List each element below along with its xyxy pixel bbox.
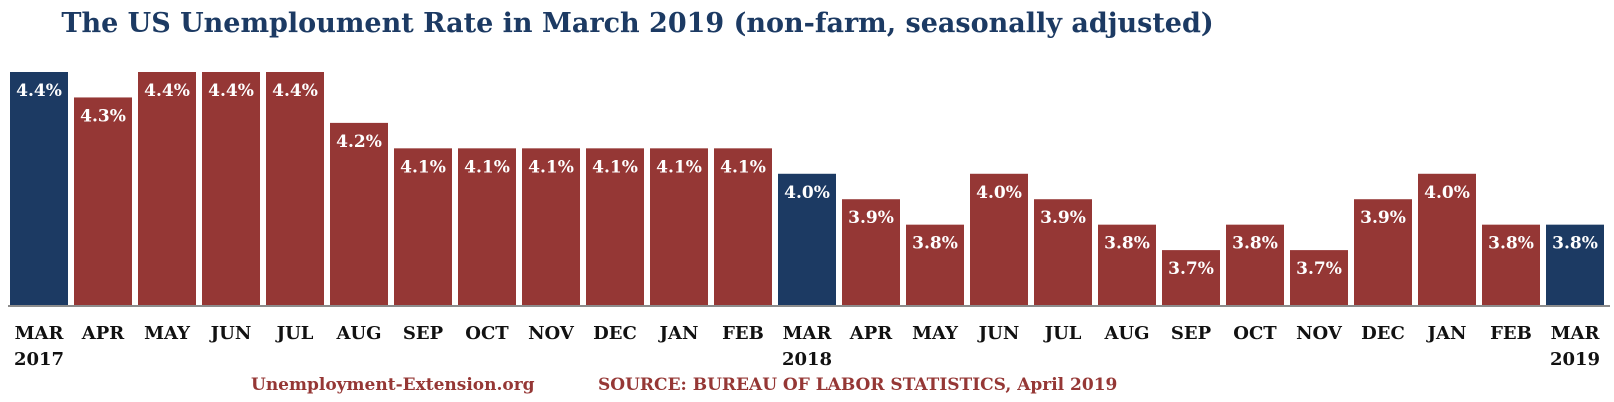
x-tick-label-2: MAY xyxy=(144,323,191,344)
data-label-18: 3.7% xyxy=(1168,259,1214,279)
bar-11 xyxy=(714,148,772,305)
bar-19 xyxy=(1226,224,1284,305)
x-tick-label-8: NOV xyxy=(528,323,575,344)
bar-9 xyxy=(586,148,644,305)
x-tick-year-12: 2018 xyxy=(782,349,832,370)
x-tick-label-12: MAR xyxy=(783,323,833,344)
x-tick-label-5: AUG xyxy=(335,323,381,344)
data-label-15: 4.0% xyxy=(976,183,1022,203)
bar-13 xyxy=(842,199,900,305)
bar-2 xyxy=(138,72,196,305)
bar-5 xyxy=(330,122,388,305)
data-label-1: 4.3% xyxy=(80,106,126,126)
x-tick-label-11: FEB xyxy=(722,323,764,344)
x-tick-label-15: JUN xyxy=(977,323,1020,344)
bar-8 xyxy=(522,148,580,305)
data-label-16: 3.9% xyxy=(1040,208,1086,228)
x-tick-label-16: JUL xyxy=(1043,323,1082,344)
x-tick-label-14: MAY xyxy=(912,323,959,344)
data-label-6: 4.1% xyxy=(400,157,446,177)
bar-14 xyxy=(906,224,964,305)
tick-labels-group: MAR 2017 APR MAY JUN JUL AUG SEP OCT NOV DEC JAN FEB… xyxy=(14,323,1601,370)
data-label-24: 3.8% xyxy=(1552,234,1598,254)
x-tick-label-23: FEB xyxy=(1490,323,1532,344)
x-tick-label-19: OCT xyxy=(1233,323,1277,344)
bar-16 xyxy=(1034,199,1092,305)
x-tick-label-7: OCT xyxy=(465,323,509,344)
bar-22 xyxy=(1418,173,1476,305)
x-tick-label-6: SEP xyxy=(403,323,444,344)
data-label-9: 4.1% xyxy=(592,157,638,177)
bar-24 xyxy=(1546,224,1604,305)
data-label-21: 3.9% xyxy=(1360,208,1406,228)
bar-20 xyxy=(1290,250,1348,305)
x-tick-label-9: DEC xyxy=(593,323,637,344)
x-tick-label-17: AUG xyxy=(1103,323,1149,344)
bar-12 xyxy=(778,173,836,305)
bar-3 xyxy=(202,72,260,305)
bar-21 xyxy=(1354,199,1412,305)
x-tick-label-20: NOV xyxy=(1296,323,1343,344)
bar-17 xyxy=(1098,224,1156,305)
data-label-10: 4.1% xyxy=(656,157,702,177)
x-tick-year-24: 2019 xyxy=(1550,349,1600,370)
chart-title: The US Unemploument Rate in March 2019 (… xyxy=(61,8,1214,39)
data-label-5: 4.2% xyxy=(336,132,382,152)
data-label-12: 4.0% xyxy=(784,183,830,203)
bar-6 xyxy=(394,148,452,305)
x-tick-label-10: JAN xyxy=(658,323,699,344)
bar-4 xyxy=(266,72,324,305)
data-label-20: 3.7% xyxy=(1296,259,1342,279)
data-label-19: 3.8% xyxy=(1232,234,1278,254)
data-label-22: 4.0% xyxy=(1424,183,1470,203)
x-tick-label-18: SEP xyxy=(1171,323,1212,344)
data-label-7: 4.1% xyxy=(464,157,510,177)
x-tick-label-3: JUN xyxy=(209,323,252,344)
x-tick-label-24: MAR xyxy=(1551,323,1601,344)
x-tick-label-1: APR xyxy=(81,323,126,344)
data-label-11: 4.1% xyxy=(720,157,766,177)
bar-1 xyxy=(74,97,132,305)
bar-10 xyxy=(650,148,708,305)
bar-0 xyxy=(10,72,68,305)
x-tick-label-4: JUL xyxy=(275,323,314,344)
data-label-8: 4.1% xyxy=(528,157,574,177)
footer-source-credit: SOURCE: BUREAU OF LABOR STATISTICS, Apri… xyxy=(598,375,1118,395)
data-label-14: 3.8% xyxy=(912,234,958,254)
x-tick-label-13: APR xyxy=(849,323,894,344)
footer-site-credit: Unemployment-Extension.org xyxy=(251,375,535,395)
data-label-0: 4.4% xyxy=(16,81,62,101)
bar-23 xyxy=(1482,224,1540,305)
data-label-13: 3.9% xyxy=(848,208,894,228)
x-tick-year-0: 2017 xyxy=(14,349,64,370)
x-tick-label-21: DEC xyxy=(1361,323,1405,344)
data-label-4: 4.4% xyxy=(272,81,318,101)
data-label-3: 4.4% xyxy=(208,81,254,101)
x-tick-label-0: MAR xyxy=(15,323,65,344)
bar-18 xyxy=(1162,250,1220,305)
x-tick-label-22: JAN xyxy=(1426,323,1467,344)
bars-group: 4.4% 4.3% 4.4% 4.4% 4.4% 4.2% 4.1% 4.1% 4.1% 4.1%… xyxy=(10,72,1604,305)
data-label-17: 3.8% xyxy=(1104,234,1150,254)
data-label-2: 4.4% xyxy=(144,81,190,101)
bar-15 xyxy=(970,173,1028,305)
data-label-23: 3.8% xyxy=(1488,234,1534,254)
bar-7 xyxy=(458,148,516,305)
